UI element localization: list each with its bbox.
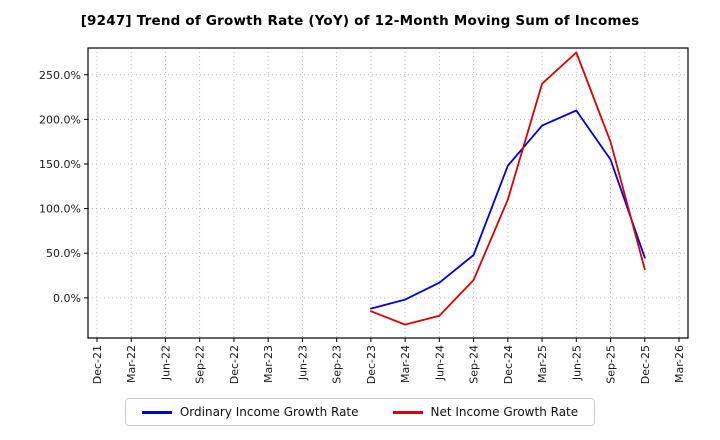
svg-text:Dec-25: Dec-25: [639, 345, 652, 384]
svg-text:0.0%: 0.0%: [53, 292, 81, 305]
svg-text:200.0%: 200.0%: [39, 113, 81, 126]
svg-text:Dec-21: Dec-21: [91, 345, 104, 384]
svg-text:Mar-25: Mar-25: [536, 345, 549, 383]
legend-label-ordinary-income: Ordinary Income Growth Rate: [179, 405, 359, 419]
legend-item-ordinary-income: Ordinary Income Growth Rate: [141, 405, 359, 419]
svg-text:250.0%: 250.0%: [39, 69, 81, 82]
legend-line-net-income: [392, 410, 423, 414]
svg-text:Jun-25: Jun-25: [570, 345, 583, 381]
svg-text:Dec-24: Dec-24: [502, 345, 515, 384]
svg-text:Dec-23: Dec-23: [365, 345, 378, 384]
chart-svg: Dec-21 Mar-22 Jun-22 Sep-22 Dec-22 Mar-23 Jun-…: [39, 47, 689, 384]
svg-text:50.0%: 50.0%: [46, 247, 81, 260]
svg-text:Jun-24: Jun-24: [433, 345, 446, 381]
svg-text:Mar-23: Mar-23: [262, 345, 275, 383]
svg-text:Mar-22: Mar-22: [125, 345, 138, 383]
svg-text:Jun-23: Jun-23: [296, 345, 309, 381]
svg-text:150.0%: 150.0%: [39, 158, 81, 171]
svg-text:Jun-22: Jun-22: [159, 345, 172, 381]
chart-legend: Ordinary Income Growth Rate Net Income G…: [0, 398, 720, 426]
svg-text:Sep-22: Sep-22: [194, 345, 207, 384]
svg-text:Mar-24: Mar-24: [399, 345, 412, 383]
legend-label-net-income: Net Income Growth Rate: [430, 405, 579, 419]
legend-item-net-income: Net Income Growth Rate: [392, 405, 579, 419]
svg-text:Sep-23: Sep-23: [331, 345, 344, 384]
svg-text:Sep-24: Sep-24: [468, 345, 481, 384]
svg-text:Sep-25: Sep-25: [605, 345, 618, 384]
svg-text:Dec-22: Dec-22: [228, 345, 241, 384]
svg-text:100.0%: 100.0%: [39, 203, 81, 216]
legend-line-ordinary-income: [141, 410, 172, 414]
svg-text:Mar-26: Mar-26: [673, 345, 686, 383]
chart-title: [9247] Trend of Growth Rate (YoY) of 12-…: [80, 13, 640, 29]
legend-box: Ordinary Income Growth Rate Net Income G…: [124, 398, 596, 426]
